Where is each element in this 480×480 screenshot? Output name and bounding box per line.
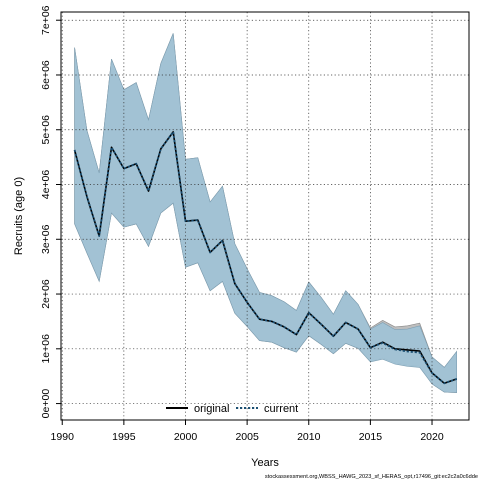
x-axis-title: Years: [251, 457, 279, 469]
legend-label-current: current: [264, 403, 298, 415]
legend-label-original: original: [194, 403, 229, 415]
x-tick-label: 2020: [420, 431, 444, 443]
series-lines: [73, 130, 458, 385]
confidence-band-current: [74, 33, 458, 393]
x-tick-label: 2015: [359, 431, 383, 443]
y-tick-label: 3e+06: [40, 224, 52, 254]
y-tick-label: 6e+06: [40, 60, 52, 90]
x-tick-label: 1990: [51, 431, 75, 443]
y-tick-label: 0e+00: [40, 389, 52, 419]
plot-frame: [60, 11, 470, 421]
caption: stockassessment.org,WBSS_HAWG_2023_sf_HE…: [265, 474, 478, 480]
confidence-bands: [74, 33, 458, 393]
series-line-current: [73, 130, 458, 385]
x-tick-label: 2005: [235, 431, 259, 443]
legend: original current: [166, 403, 298, 415]
y-tick-label: 5e+06: [40, 115, 52, 145]
y-axis: 0e+00 1e+06 2e+06 3e+06 4e+06 5e+06 6e+06 7e+06: [40, 5, 61, 418]
x-tick-label: 2010: [297, 431, 321, 443]
x-tick-label: 1995: [112, 431, 136, 443]
y-axis-title: Recruits (age 0): [13, 177, 25, 255]
y-tick-label: 4e+06: [40, 170, 52, 200]
y-tick-label: 1e+06: [40, 334, 52, 364]
y-tick-label: 7e+06: [40, 5, 52, 35]
x-tick-label: 2000: [174, 431, 198, 443]
x-axis: 1990 1995 2000 2005 2010 2015 2020: [51, 420, 444, 443]
y-tick-label: 2e+06: [40, 279, 52, 309]
